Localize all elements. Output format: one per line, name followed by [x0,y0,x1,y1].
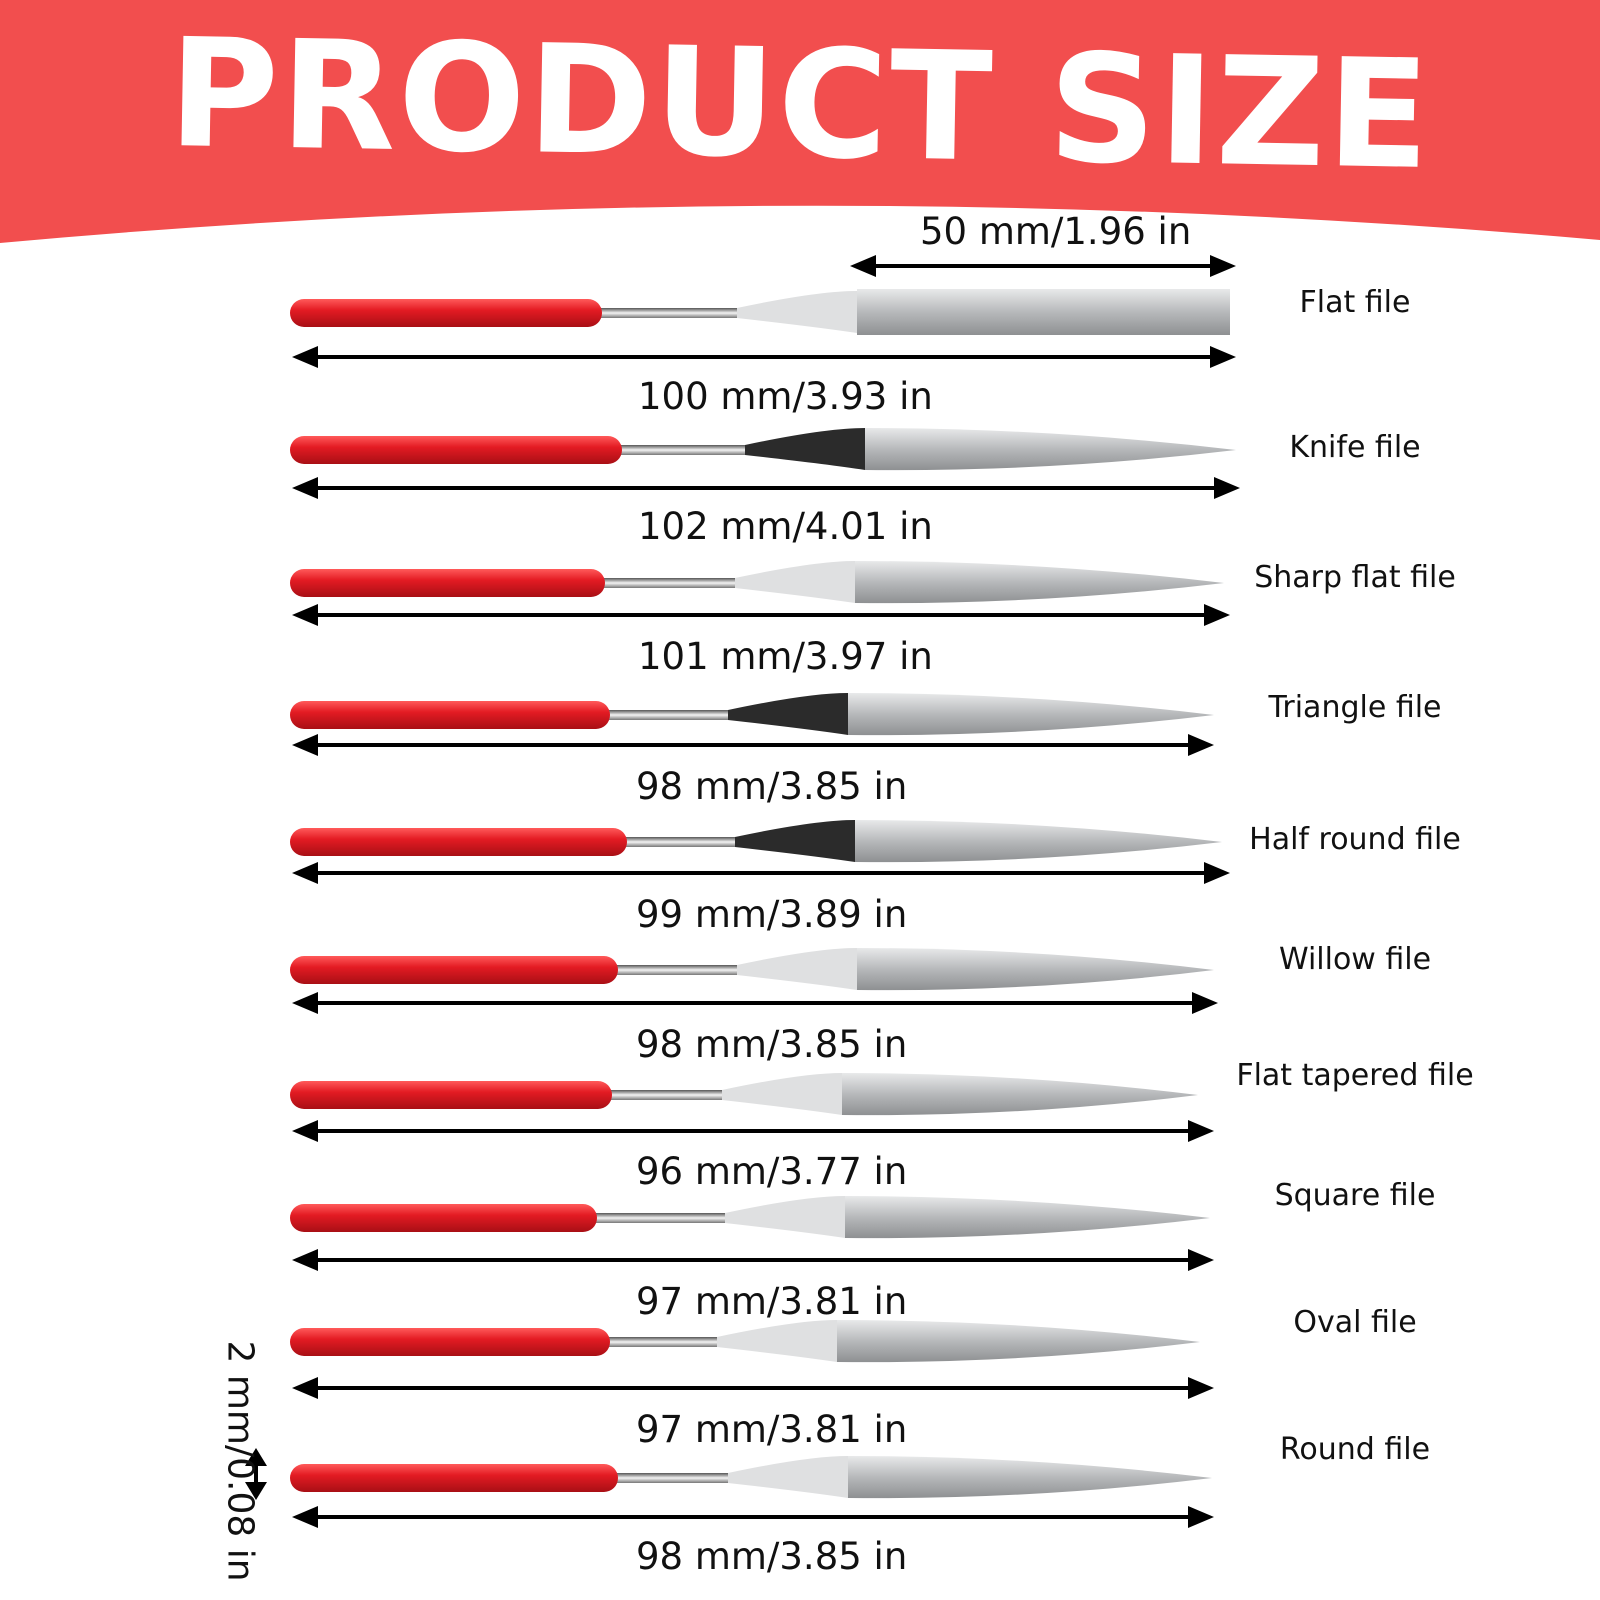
blade-length-label: 50 mm/1.96 in [920,210,1192,253]
file-name-label: Square file [1274,1178,1436,1213]
file-length-label: 102 mm/4.01 in [638,505,933,548]
header-banner [0,0,1600,243]
file-name-label: Flat tapered file [1236,1058,1474,1093]
file-length-label: 100 mm/3.93 in [638,375,933,418]
file-shank [600,1337,827,1347]
length-arrow-right-head [1188,1249,1214,1271]
length-arrow-right-head [1204,604,1230,626]
file-handle [290,1328,610,1356]
file-blade [848,1456,1212,1499]
file-handle [290,1464,618,1492]
file-length-label: 96 mm/3.77 in [636,1150,908,1193]
file-length-label: 99 mm/3.89 in [636,893,908,936]
file-length-label: 97 mm/3.81 in [636,1408,908,1451]
file-blade [855,561,1224,604]
file-shank [608,965,847,975]
length-arrow-right-head [1214,477,1240,499]
file-neck [737,948,857,990]
file-length-label: 97 mm/3.81 in [636,1280,908,1323]
length-arrow-left-head [292,862,318,884]
file-neck [745,428,865,470]
file-name-label: Triangle file [1268,690,1442,725]
file-name-label: Willow file [1278,942,1432,977]
file-length-label: 98 mm/3.85 in [636,1535,908,1578]
file-neck [725,1196,845,1238]
length-arrow-left-head [292,604,318,626]
length-arrow-left-head [292,992,318,1014]
file-handle [290,701,610,729]
file-neck [735,820,855,862]
file-blade [837,1320,1200,1363]
file-handle [290,1204,597,1232]
length-arrow-left-head [292,1506,318,1528]
file-blade [857,289,1230,335]
file-neck [735,561,855,603]
length-arrow-left-head [292,1249,318,1271]
file-blade [845,1196,1210,1239]
file-shank [617,837,845,847]
file-handle [290,299,602,327]
length-arrow-left-head [292,346,318,368]
file-name-label: Half round file [1249,822,1461,857]
file-shank [608,1473,838,1483]
blade-length-arrow-left-head [850,255,876,277]
blade-length-arrow-right-head [1210,255,1236,277]
file-shank [587,1213,835,1223]
file-blade [865,428,1236,471]
file-blade [855,820,1222,863]
file-blade [857,948,1214,991]
thickness-arrow-up [245,1448,267,1466]
length-arrow-left-head [292,1377,318,1399]
file-blade [842,1073,1198,1116]
file-neck [722,1073,842,1115]
thickness-label: 2 mm/0.08 in [219,1340,261,1582]
length-arrow-right-head [1210,346,1236,368]
file-name-label: Round file [1279,1432,1431,1467]
file-shank [612,445,855,455]
file-blade [848,693,1214,736]
file-name-label: Knife file [1289,430,1421,465]
file-neck [728,1456,848,1498]
length-arrow-left-head [292,1120,318,1142]
length-arrow-right-head [1188,1506,1214,1528]
length-arrow-left-head [292,734,318,756]
file-handle [290,569,605,597]
file-length-label: 98 mm/3.85 in [636,765,908,808]
length-arrow-right-head [1192,992,1218,1014]
length-arrow-right-head [1188,734,1214,756]
file-handle [290,1081,612,1109]
file-neck [728,693,848,735]
file-shank [595,578,845,588]
file-shank [600,710,838,720]
file-handle [290,436,622,464]
length-arrow-right-head [1204,862,1230,884]
file-length-label: 101 mm/3.97 in [638,635,933,678]
thickness-arrow-down [245,1482,267,1500]
length-arrow-right-head [1188,1377,1214,1399]
file-name-label: Sharp flat file [1254,560,1456,595]
file-name-label: Oval file [1293,1305,1417,1340]
file-neck [737,291,857,333]
file-length-label: 98 mm/3.85 in [636,1023,908,1066]
length-arrow-left-head [292,477,318,499]
file-shank [592,308,847,318]
file-shank [602,1090,832,1100]
file-handle [290,828,627,856]
file-name-label: Flat file [1299,285,1411,320]
length-arrow-right-head [1188,1120,1214,1142]
file-handle [290,956,618,984]
file-neck [717,1320,837,1362]
